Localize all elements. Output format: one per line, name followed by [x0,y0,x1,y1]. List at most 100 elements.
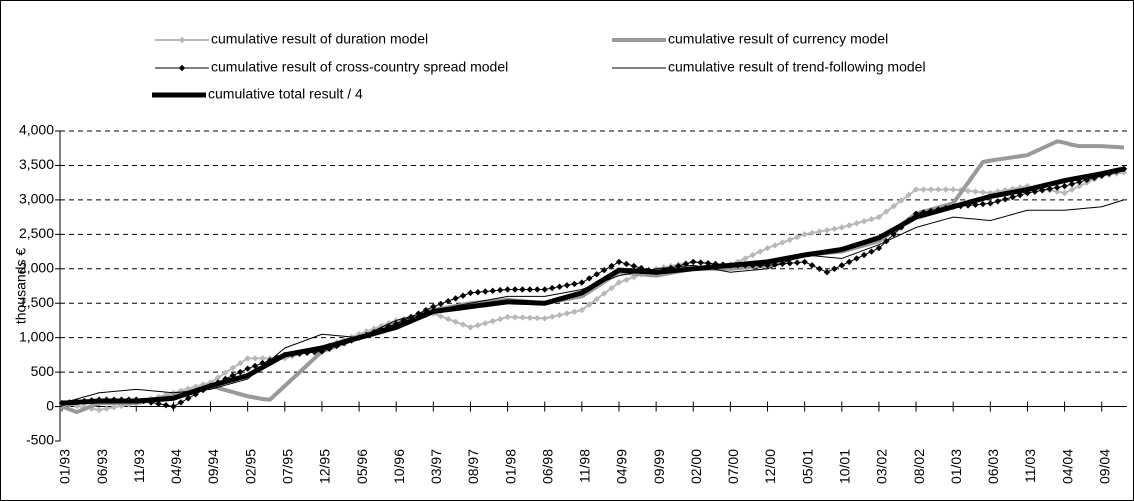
data-point [1001,187,1009,194]
data-point [571,308,578,315]
data-point [1024,189,1031,197]
x-tick-label: 10/96 [391,449,407,484]
x-tick-label: 09/99 [651,449,667,484]
data-point [548,313,556,320]
data-point [987,189,994,197]
data-point [526,314,534,322]
data-point [237,368,244,376]
data-point [155,400,162,407]
data-point [244,355,251,362]
data-point [467,289,474,297]
data-point [979,189,987,196]
data-point [831,265,838,272]
data-point [578,306,586,314]
x-tick-label: 04/04 [1059,449,1075,484]
x-tick-label: 05/96 [354,449,370,484]
data-point [704,260,712,267]
data-point [244,365,251,372]
data-point [482,320,489,327]
data-point [437,300,444,308]
data-point [1068,180,1076,188]
data-point [177,399,185,406]
x-tick-label: 01/93 [57,449,73,484]
data-point [964,187,972,195]
data-point [779,239,786,246]
data-point [742,255,749,262]
data-point [771,242,779,249]
data-point [920,186,927,193]
x-tick-label: 04/94 [168,449,184,484]
x-tick-label: 09/94 [205,449,221,484]
legend-marker [178,64,186,72]
data-point [764,244,771,252]
data-point [452,295,459,302]
data-point [808,262,816,269]
data-point [170,403,177,410]
data-point [556,311,563,319]
data-point [898,197,905,204]
data-point [504,313,511,321]
data-point [794,259,801,266]
x-tick-label: 02/95 [242,449,258,484]
x-tick-label: 12/95 [317,449,333,484]
data-point [779,260,786,268]
data-point [459,292,467,299]
x-tick-label: 10/01 [836,449,852,484]
data-point [935,186,942,193]
data-point [548,284,556,292]
x-tick-label: 09/04 [1096,449,1112,484]
data-point [452,318,459,326]
data-point [608,284,615,292]
x-tick-label: 07/00 [725,449,741,484]
legend-label: cumulative result of trend-following mod… [668,59,926,75]
data-point [600,266,608,274]
data-point [927,186,935,193]
data-point [890,202,897,210]
data-point [860,251,868,259]
x-tick-label: 06/03 [985,449,1001,484]
data-point [868,215,875,223]
data-point [801,231,808,238]
data-point [519,314,526,321]
data-point [890,231,897,238]
data-point [571,280,578,288]
data-point [675,262,682,270]
data-point [229,372,237,379]
series-line [61,139,1125,415]
y-tick-label: 3,500 [19,156,54,172]
data-point [467,324,474,331]
data-point [511,286,519,293]
data-point [816,228,823,235]
legend-label: cumulative total result / 4 [208,86,363,102]
data-point [816,265,823,272]
data-point [444,315,452,323]
data-point [110,404,118,411]
data-point [482,288,489,295]
data-point [593,295,600,303]
x-tick-label: 04/99 [614,449,630,484]
y-tick-label: 4,000 [19,122,54,138]
data-point [994,198,1001,205]
data-point [237,359,244,367]
data-point [1031,188,1039,195]
data-point [623,276,630,283]
data-point [875,213,883,221]
data-point [1053,184,1061,191]
y-tick-label: 500 [31,363,55,379]
data-point [214,374,222,381]
data-point [972,188,979,195]
data-point [430,303,437,310]
data-point [259,355,266,362]
y-tick-label: 2,000 [19,259,54,275]
data-point [853,220,860,227]
data-point [563,310,571,317]
data-point [623,260,630,268]
data-point [608,262,615,270]
data-point [600,290,608,297]
data-point [786,236,794,244]
data-point [1024,182,1031,190]
data-point [593,271,600,278]
x-tick-label: 06/93 [94,449,110,484]
data-point [489,287,496,295]
